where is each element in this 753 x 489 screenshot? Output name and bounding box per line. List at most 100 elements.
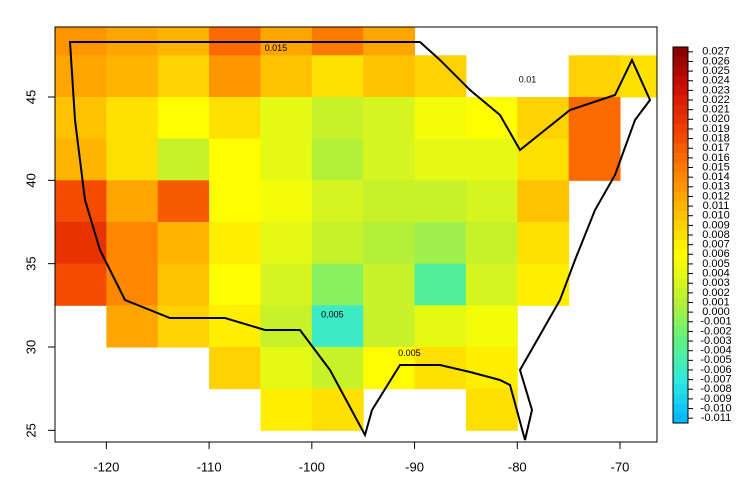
cell bbox=[568, 97, 621, 140]
cell bbox=[517, 263, 570, 306]
cell bbox=[311, 222, 364, 265]
colorbar-band bbox=[673, 162, 688, 173]
cell bbox=[55, 27, 107, 56]
colorbar-band bbox=[673, 143, 688, 154]
cell bbox=[209, 180, 261, 223]
cell bbox=[260, 222, 313, 265]
colorbar-band bbox=[673, 56, 688, 67]
colorbar-band bbox=[673, 95, 688, 106]
colorbar-tick-label: 0.015 bbox=[702, 161, 730, 173]
colorbar-tick-label: 0.024 bbox=[702, 75, 730, 87]
colorbar-band bbox=[673, 403, 688, 414]
cell bbox=[363, 222, 416, 265]
colorbar-band bbox=[673, 259, 688, 270]
cell bbox=[260, 97, 313, 140]
colorbar-tick-label: -0.001 bbox=[700, 316, 731, 328]
cell bbox=[55, 263, 107, 306]
cell bbox=[55, 97, 107, 140]
cell bbox=[465, 388, 518, 431]
cell bbox=[55, 55, 107, 98]
colorbar-band bbox=[673, 66, 688, 77]
colorbar-tick-label: 0.009 bbox=[702, 219, 730, 231]
colorbar-band bbox=[673, 47, 688, 58]
colorbar-tick-label: 0.022 bbox=[702, 94, 730, 106]
cell bbox=[260, 180, 313, 223]
contour-label: 0.01 bbox=[519, 75, 537, 85]
colorbar-band bbox=[673, 114, 688, 125]
cell bbox=[209, 27, 261, 56]
cell bbox=[157, 263, 210, 306]
cell bbox=[260, 263, 313, 306]
colorbar-tick-label: 0.011 bbox=[703, 200, 730, 212]
cell bbox=[465, 138, 518, 181]
cell bbox=[414, 263, 467, 306]
cell bbox=[363, 138, 416, 181]
cell bbox=[209, 97, 261, 140]
us-outline bbox=[68, 41, 652, 441]
colorbar-band bbox=[673, 133, 688, 144]
cell bbox=[209, 347, 261, 390]
colorbar-tick-label: 0.010 bbox=[702, 210, 730, 222]
colorbar-band bbox=[673, 384, 688, 395]
cell bbox=[414, 97, 467, 140]
colorbar-band bbox=[673, 239, 688, 250]
colorbar-band bbox=[673, 278, 688, 289]
cell bbox=[106, 263, 159, 306]
cell bbox=[260, 388, 313, 431]
colorbar-tick-label: -0.009 bbox=[700, 393, 731, 405]
cell bbox=[414, 222, 467, 265]
cell bbox=[106, 97, 159, 140]
cell bbox=[311, 97, 364, 140]
cell bbox=[311, 138, 364, 181]
cell bbox=[106, 138, 159, 181]
colorbar-tick-label: 0.008 bbox=[702, 229, 730, 241]
colorbar-band bbox=[673, 210, 688, 222]
cell bbox=[363, 180, 416, 223]
colorbar-tick-label: 0.007 bbox=[702, 239, 730, 251]
cell bbox=[157, 27, 210, 56]
colorbar-tick-label: 0.002 bbox=[702, 287, 730, 299]
x-tick-label: -70 bbox=[611, 459, 630, 474]
cell bbox=[311, 347, 364, 390]
cell bbox=[209, 138, 261, 181]
contour-label: 0.005 bbox=[398, 348, 421, 358]
cell bbox=[363, 263, 416, 306]
cell bbox=[311, 180, 364, 223]
colorbar-tick-label: 0.012 bbox=[702, 190, 730, 202]
colorbar-tick-label: 0.019 bbox=[702, 123, 730, 135]
colorbar-band bbox=[673, 355, 688, 366]
cell bbox=[363, 97, 416, 140]
y-tick-label: 40 bbox=[23, 173, 38, 187]
cell bbox=[106, 222, 159, 265]
cell bbox=[363, 305, 416, 348]
plot-frame bbox=[54, 26, 658, 443]
x-tick-label: -120 bbox=[93, 459, 119, 474]
colorbar-tick-label: -0.002 bbox=[700, 325, 731, 337]
colorbar-tick-label: -0.008 bbox=[700, 383, 731, 395]
colorbar-band bbox=[673, 413, 688, 424]
x-tick-label: -90 bbox=[405, 459, 424, 474]
cell bbox=[465, 347, 518, 390]
colorbar-band bbox=[673, 394, 688, 405]
cell bbox=[209, 222, 261, 265]
cell bbox=[311, 388, 364, 431]
colorbar-tick-label: -0.006 bbox=[700, 364, 731, 376]
colorbar-tick-label: 0.023 bbox=[702, 84, 730, 96]
colorbar-tick-label: 0.017 bbox=[702, 142, 730, 154]
cell bbox=[157, 55, 210, 98]
y-tick-label: 35 bbox=[23, 256, 38, 270]
cell bbox=[106, 27, 159, 56]
colorbar-tick-label: 0.021 bbox=[702, 104, 730, 116]
colorbar-tick-label: 0.001 bbox=[702, 296, 730, 308]
cell bbox=[465, 263, 518, 306]
cell bbox=[157, 180, 210, 223]
colorbar-band bbox=[673, 307, 688, 318]
colorbar-tick-label: 0.005 bbox=[702, 258, 730, 270]
colorbar-tick-label: 0.018 bbox=[702, 132, 730, 144]
cell bbox=[414, 180, 467, 223]
colorbar-tick-label: -0.007 bbox=[700, 374, 731, 386]
colorbar-tick-label: -0.005 bbox=[700, 354, 731, 366]
cell bbox=[311, 27, 364, 56]
cell bbox=[311, 263, 364, 306]
